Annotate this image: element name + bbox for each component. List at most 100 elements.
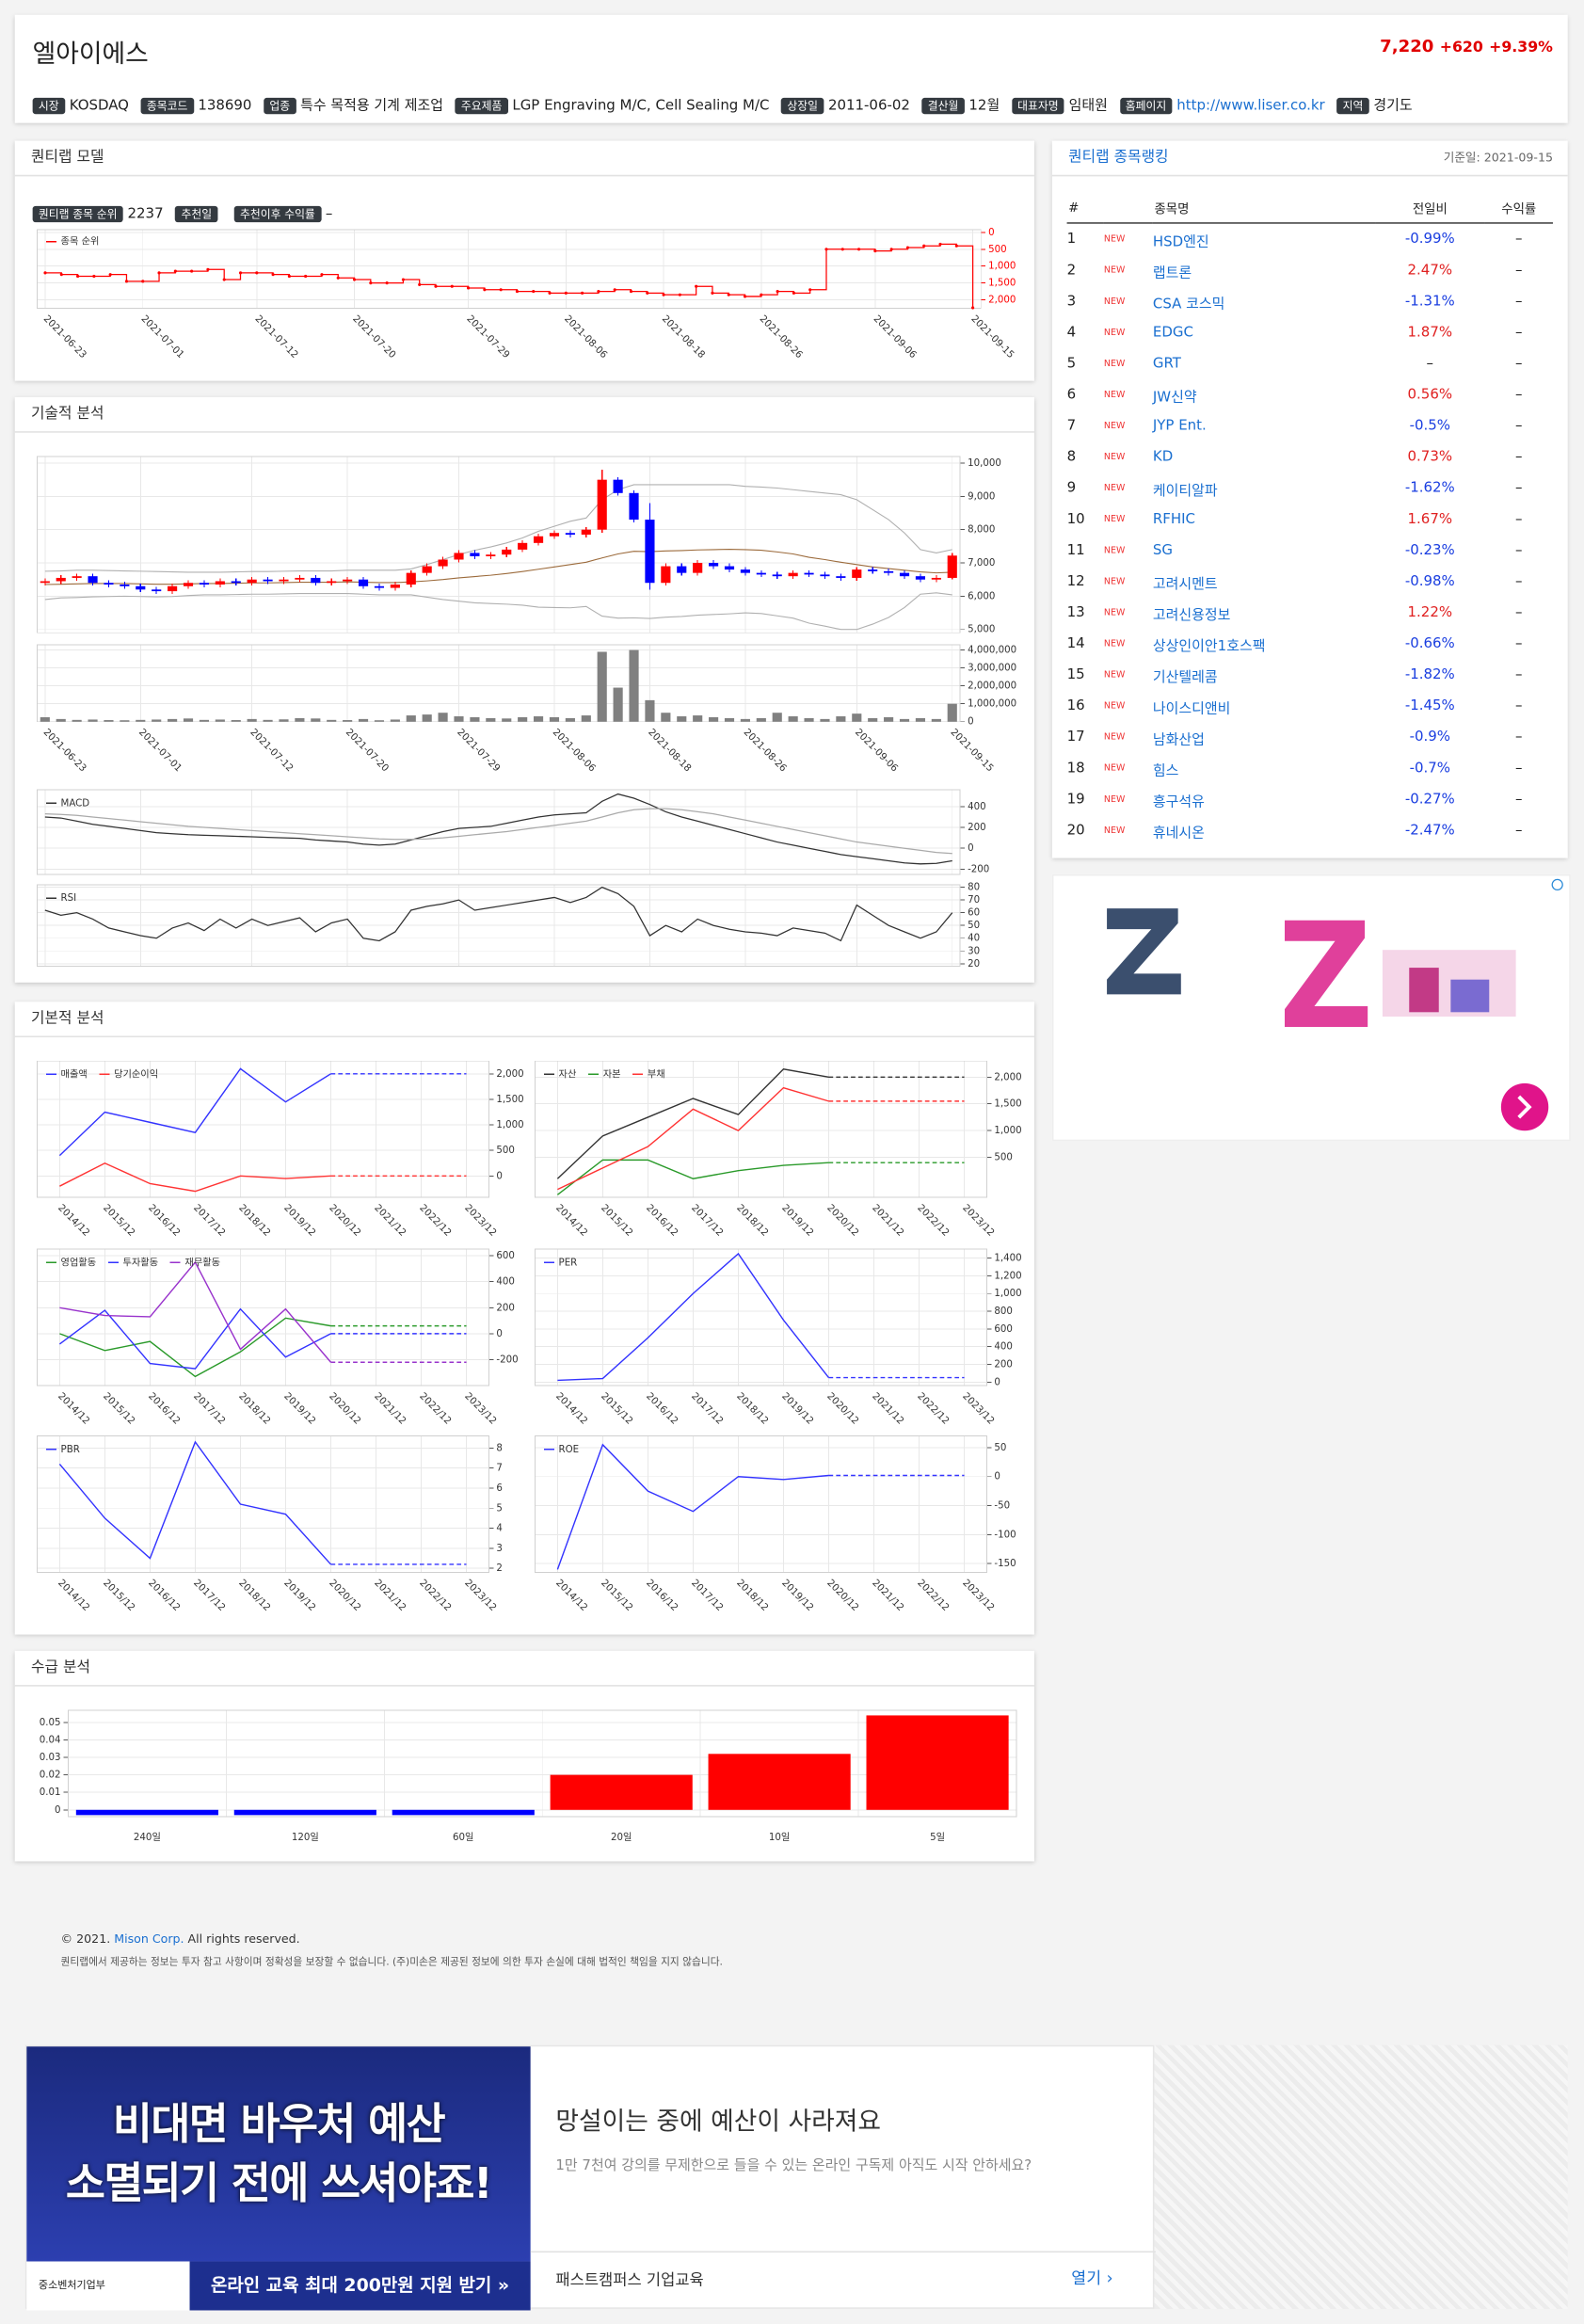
ranking-row: 15 NEW 기산텔레콤 -1.82% – bbox=[1067, 660, 1553, 691]
stock-link[interactable]: SG bbox=[1152, 542, 1173, 559]
stock-link[interactable]: 랩트론 bbox=[1152, 264, 1192, 281]
stock-link[interactable]: CSA 코스믹 bbox=[1152, 296, 1225, 313]
bottom-ad[interactable]: 비대면 바우처 예산 소멸되기 전에 쓰셔야죠! 중소벤처기업부 온라인 교육 … bbox=[24, 2044, 1157, 2311]
legend-label: 투자활동 bbox=[122, 1256, 158, 1268]
stock-link[interactable]: 상상인이안1호스팩 bbox=[1152, 637, 1266, 655]
x-tick-label: 2022/12 bbox=[417, 1578, 453, 1613]
rank-point bbox=[271, 273, 275, 277]
stock-link[interactable]: KD bbox=[1152, 449, 1174, 466]
ad-divider bbox=[530, 2251, 1157, 2253]
price-change: +620 bbox=[1439, 40, 1483, 56]
stock-link[interactable]: 흥구석유 bbox=[1152, 793, 1205, 810]
y-tick-label: 0.02 bbox=[40, 1771, 61, 1781]
volume-bar bbox=[104, 720, 114, 722]
candle-body bbox=[343, 579, 353, 582]
volume-bar bbox=[549, 716, 560, 722]
y-tick-label: 5 bbox=[496, 1503, 503, 1514]
rank-point bbox=[727, 293, 730, 297]
ranking-panel: 퀀티랩 종목랭킹 기준일: 2021-09-15 # 종목명 전일비 수익률 1 NEW H… bbox=[1051, 140, 1568, 858]
candle-body bbox=[629, 492, 639, 521]
model-badge-value: – bbox=[325, 205, 333, 223]
candle-body bbox=[40, 581, 50, 584]
x-tick-label: 2020/12 bbox=[824, 1578, 860, 1613]
info-label: 종목코드 bbox=[140, 97, 194, 115]
volume-bar bbox=[88, 719, 98, 722]
candle-body bbox=[947, 555, 957, 578]
rank-point bbox=[856, 248, 861, 251]
rank-point bbox=[336, 276, 340, 280]
x-tick-label: 2021-09-06 bbox=[872, 313, 919, 361]
fundamental-chart: 2014/12 2015/12 2016/12 2017/12 2018/12 2019/… bbox=[36, 1435, 503, 1613]
x-tick-label: 2021/12 bbox=[372, 1578, 408, 1613]
ad-banner-cta[interactable]: 온라인 교육 최대 200만원 지원 받기 » bbox=[189, 2261, 531, 2311]
rank-point bbox=[352, 278, 357, 281]
stock-link[interactable]: 케이티알파 bbox=[1152, 482, 1218, 499]
rank-point bbox=[385, 281, 389, 285]
x-tick-label: 2019/12 bbox=[779, 1203, 815, 1239]
stock-link[interactable]: JYP Ent. bbox=[1152, 417, 1207, 435]
info-value: KOSDAQ bbox=[69, 97, 129, 115]
rank-point bbox=[418, 282, 422, 286]
stock-link[interactable]: 고려시멘트 bbox=[1152, 575, 1218, 592]
x-tick-label: 2021/12 bbox=[372, 1203, 408, 1239]
stock-link[interactable]: 고려신용정보 bbox=[1152, 606, 1231, 624]
stock-link[interactable]: EDGC bbox=[1152, 324, 1193, 342]
stock-link[interactable]: 나이스디앤비 bbox=[1152, 699, 1231, 717]
candle-body bbox=[915, 576, 926, 580]
plot-frame bbox=[36, 789, 961, 875]
x-tick-label: 2021-07-12 bbox=[248, 728, 295, 775]
y-tick-label: 600 bbox=[496, 1251, 515, 1261]
y-tick-label: 6,000 bbox=[968, 591, 995, 601]
stock-link[interactable]: GRT bbox=[1152, 355, 1181, 373]
volume-bar bbox=[502, 718, 512, 722]
x-tick-label: 2023/12 bbox=[462, 1203, 498, 1239]
y-tick-label: 800 bbox=[994, 1306, 1013, 1317]
stock-link[interactable]: RFHIC bbox=[1152, 511, 1195, 528]
series-line bbox=[556, 1443, 829, 1570]
y-tick-label: 6 bbox=[496, 1483, 503, 1494]
stock-link[interactable]: 남화산업 bbox=[1152, 730, 1205, 748]
rank-point bbox=[695, 284, 698, 288]
rank-point bbox=[190, 269, 194, 273]
rank-point bbox=[483, 288, 487, 292]
indicator-line bbox=[44, 484, 952, 573]
stock-link[interactable]: 휴네시온 bbox=[1152, 825, 1205, 841]
macd-line bbox=[44, 793, 952, 865]
side-ad[interactable] bbox=[1051, 874, 1571, 1142]
candle-body bbox=[56, 577, 66, 582]
y-tick-label: 80 bbox=[968, 883, 980, 893]
daily-change: 1.87% bbox=[1407, 324, 1453, 342]
volume-bar bbox=[390, 719, 400, 722]
ad-info-icon[interactable] bbox=[1551, 878, 1563, 891]
volume-bar bbox=[836, 716, 846, 722]
rank-point bbox=[59, 273, 63, 277]
company-link[interactable]: Mison Corp. bbox=[114, 1932, 184, 1947]
candle-body bbox=[152, 589, 162, 592]
x-tick-label: 2021-08-06 bbox=[562, 313, 609, 361]
x-tick-label: 5일 bbox=[930, 1832, 945, 1843]
stock-link[interactable]: 기산텔레콤 bbox=[1152, 668, 1218, 686]
y-tick-label: 0.04 bbox=[40, 1735, 61, 1745]
candle-body bbox=[120, 585, 130, 586]
legend-label: 부채 bbox=[648, 1068, 665, 1080]
stock-link[interactable]: 힘스 bbox=[1152, 762, 1179, 779]
macd-line bbox=[44, 808, 952, 855]
ad-next-button[interactable] bbox=[1500, 1082, 1549, 1131]
volume-bar bbox=[947, 703, 957, 722]
stock-link[interactable]: JW신약 bbox=[1152, 389, 1197, 406]
rank-point bbox=[873, 249, 877, 253]
candle-body bbox=[406, 572, 416, 585]
candle-body bbox=[788, 572, 798, 577]
stock-link[interactable]: HSD엔진 bbox=[1152, 232, 1209, 250]
ad-open[interactable]: 열기 › bbox=[1071, 2268, 1113, 2288]
rank-point bbox=[840, 248, 844, 251]
rank-point bbox=[92, 274, 96, 279]
x-tick-label: 2015/12 bbox=[599, 1578, 634, 1613]
volume-bar bbox=[358, 718, 369, 722]
rank: 18 bbox=[1066, 760, 1085, 777]
return: – bbox=[1515, 697, 1523, 714]
y-tick-label: 1,500 bbox=[496, 1095, 523, 1105]
x-tick-label: 2022/12 bbox=[417, 1391, 453, 1427]
footer-disclaimer: 퀀티랩에서 제공하는 정보는 투자 참고 사항이며 정확성을 보장할 수 없습니… bbox=[60, 1956, 723, 1968]
